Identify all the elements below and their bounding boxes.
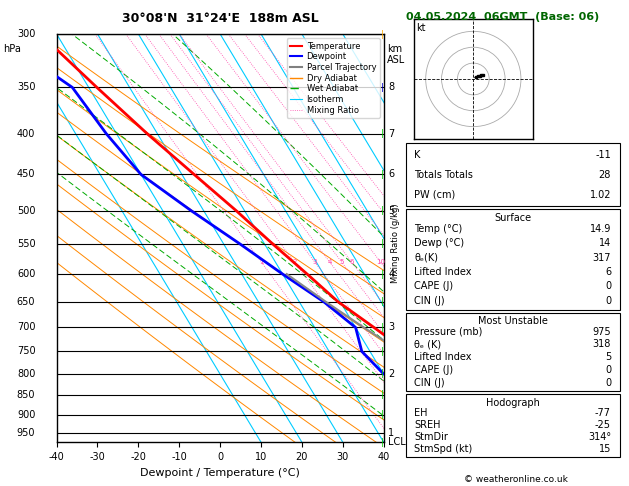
Text: kt: kt — [416, 23, 426, 33]
Text: K: K — [415, 150, 421, 160]
Text: 30°08'N  31°24'E  188m ASL: 30°08'N 31°24'E 188m ASL — [122, 12, 318, 25]
Text: |: | — [381, 270, 384, 278]
Text: |: | — [381, 240, 384, 248]
Text: 950: 950 — [17, 428, 35, 438]
Text: 4: 4 — [388, 269, 394, 279]
Text: CAPE (J): CAPE (J) — [415, 365, 454, 375]
Text: Surface: Surface — [494, 213, 532, 223]
Text: km
ASL: km ASL — [387, 44, 405, 65]
Text: 500: 500 — [17, 206, 35, 216]
Bar — [406, 209, 620, 310]
Text: 650: 650 — [17, 297, 35, 307]
Text: Lifted Index: Lifted Index — [415, 267, 472, 277]
X-axis label: Dewpoint / Temperature (°C): Dewpoint / Temperature (°C) — [140, 468, 300, 478]
Text: 900: 900 — [17, 410, 35, 419]
Text: 14.9: 14.9 — [589, 224, 611, 234]
Text: 850: 850 — [17, 390, 35, 400]
Text: 550: 550 — [17, 239, 35, 249]
Text: LCL: LCL — [388, 437, 406, 447]
Text: 317: 317 — [593, 253, 611, 262]
Text: |: | — [381, 438, 384, 447]
Text: |: | — [381, 323, 384, 332]
Text: |: | — [381, 410, 384, 419]
Text: CIN (J): CIN (J) — [415, 378, 445, 388]
Bar — [406, 312, 620, 391]
Text: 600: 600 — [17, 269, 35, 279]
Text: Hodograph: Hodograph — [486, 398, 540, 408]
Text: |: | — [381, 207, 384, 215]
Text: θₑ (K): θₑ (K) — [415, 339, 442, 349]
Text: 800: 800 — [17, 369, 35, 379]
Text: PW (cm): PW (cm) — [415, 190, 455, 200]
Text: Most Unstable: Most Unstable — [477, 316, 548, 327]
Text: SREH: SREH — [415, 420, 441, 430]
Text: 0: 0 — [605, 365, 611, 375]
Text: 3: 3 — [388, 323, 394, 332]
Text: 6: 6 — [605, 267, 611, 277]
Text: 2: 2 — [292, 260, 297, 265]
Bar — [406, 143, 620, 206]
Text: |: | — [381, 369, 384, 378]
Text: 300: 300 — [17, 29, 35, 39]
Text: 5: 5 — [604, 352, 611, 363]
Text: Dewp (°C): Dewp (°C) — [415, 238, 464, 248]
Text: 318: 318 — [593, 339, 611, 349]
Text: 0: 0 — [605, 296, 611, 306]
Text: -77: -77 — [595, 408, 611, 418]
Text: |: | — [381, 129, 384, 138]
Text: © weatheronline.co.uk: © weatheronline.co.uk — [464, 474, 568, 484]
Text: 7: 7 — [388, 129, 394, 139]
Text: 6: 6 — [388, 170, 394, 179]
Text: |: | — [381, 347, 384, 356]
Text: 0: 0 — [605, 378, 611, 388]
Text: |: | — [381, 390, 384, 399]
Bar — [406, 394, 620, 457]
Text: 1: 1 — [259, 260, 264, 265]
Text: 975: 975 — [593, 327, 611, 337]
Text: 700: 700 — [17, 323, 35, 332]
Text: |: | — [381, 83, 384, 92]
Text: 350: 350 — [17, 83, 35, 92]
Legend: Temperature, Dewpoint, Parcel Trajectory, Dry Adiabat, Wet Adiabat, Isotherm, Mi: Temperature, Dewpoint, Parcel Trajectory… — [287, 38, 379, 118]
Text: 04.05.2024  06GMT  (Base: 06): 04.05.2024 06GMT (Base: 06) — [406, 12, 599, 22]
Text: CIN (J): CIN (J) — [415, 296, 445, 306]
Text: 3: 3 — [313, 260, 317, 265]
Text: Lifted Index: Lifted Index — [415, 352, 472, 363]
Text: 14: 14 — [599, 238, 611, 248]
Text: -11: -11 — [595, 150, 611, 160]
Text: 1.02: 1.02 — [589, 190, 611, 200]
Text: 8: 8 — [388, 83, 394, 92]
Text: 314°: 314° — [588, 432, 611, 442]
Text: 1: 1 — [388, 428, 394, 438]
Text: Temp (°C): Temp (°C) — [415, 224, 462, 234]
Text: |: | — [381, 297, 384, 306]
Text: |: | — [381, 30, 384, 38]
Text: -25: -25 — [595, 420, 611, 430]
Text: 4: 4 — [328, 260, 332, 265]
Text: 750: 750 — [17, 347, 35, 356]
Text: 2: 2 — [388, 369, 394, 379]
Text: 5: 5 — [388, 206, 394, 216]
Text: 450: 450 — [17, 170, 35, 179]
Text: 15: 15 — [599, 444, 611, 454]
Text: 400: 400 — [17, 129, 35, 139]
Text: hPa: hPa — [3, 44, 21, 54]
Text: Totals Totals: Totals Totals — [415, 170, 473, 180]
Text: StmSpd (kt): StmSpd (kt) — [415, 444, 472, 454]
Text: Pressure (mb): Pressure (mb) — [415, 327, 482, 337]
Text: |: | — [381, 170, 384, 179]
Text: 0: 0 — [605, 281, 611, 292]
Text: CAPE (J): CAPE (J) — [415, 281, 454, 292]
Text: 10: 10 — [376, 260, 386, 265]
Text: 5: 5 — [340, 260, 344, 265]
Text: 6: 6 — [350, 260, 354, 265]
Text: 28: 28 — [599, 170, 611, 180]
Text: Mixing Ratio (g/kg): Mixing Ratio (g/kg) — [391, 203, 399, 283]
Text: EH: EH — [415, 408, 428, 418]
Text: θₑ(K): θₑ(K) — [415, 253, 438, 262]
Text: StmDir: StmDir — [415, 432, 448, 442]
